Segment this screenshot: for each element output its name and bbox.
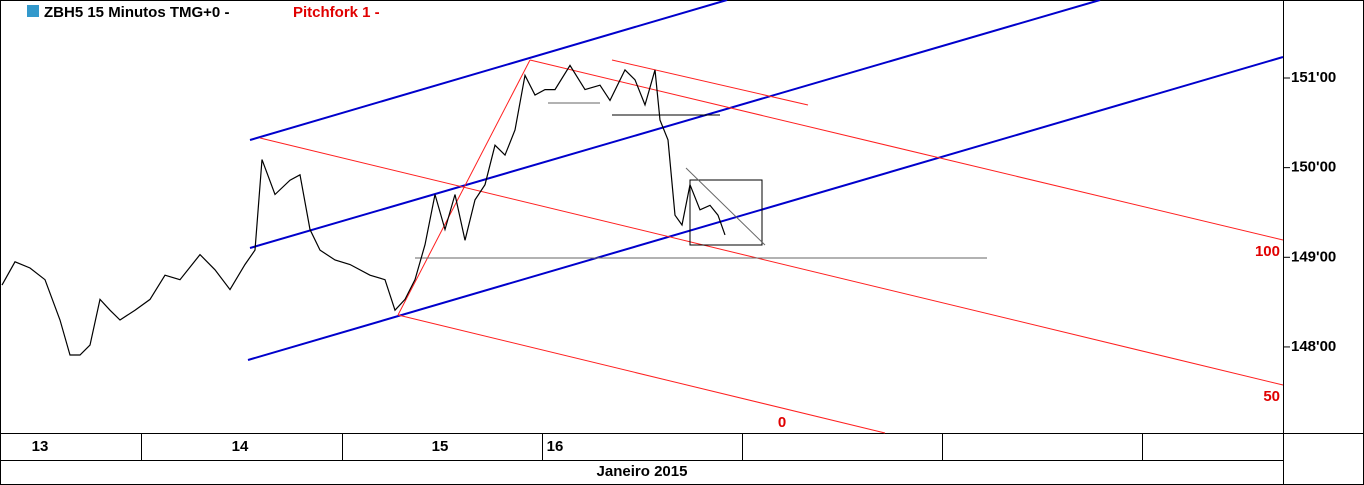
pitchfork-channels [247,0,1284,361]
y-tick-label: 148'00 [1291,338,1336,355]
price-line [1,64,726,356]
y-tick-label: 149'00 [1291,248,1336,265]
chart-title: ZBH5 15 Minutos TMG+0 - [44,4,229,21]
x-tick-label: 16 [547,438,564,455]
y-tick-label: 150'00 [1291,159,1336,176]
annotation: 50 [1263,388,1280,405]
x-axis-label: Janeiro 2015 [597,463,688,480]
x-tick-label: 13 [32,438,49,455]
drawings [415,102,987,259]
day-separators [141,433,1143,460]
pitchfork-lines [259,59,1284,434]
icon [27,5,39,17]
x-tick-label: 15 [432,438,449,455]
annotation: 100 [1255,243,1280,260]
y-tick-label: 151'00 [1291,69,1336,86]
chart-subtitle: Pitchfork 1 - [293,4,380,21]
x-tick-label: 14 [232,438,249,455]
annotation: 0 [778,414,786,431]
